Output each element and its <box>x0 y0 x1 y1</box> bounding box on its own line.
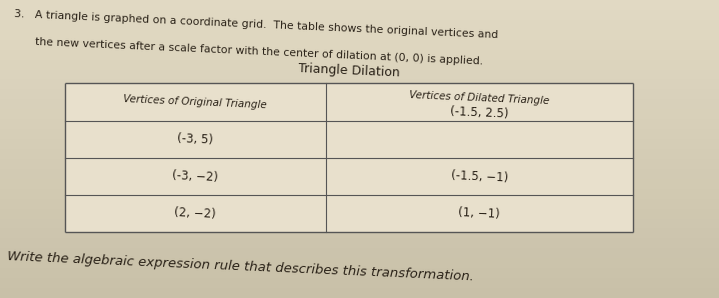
Bar <box>0 149 719 159</box>
Bar <box>0 218 719 229</box>
Text: Vertices of Dilated Triangle: Vertices of Dilated Triangle <box>409 89 549 106</box>
Bar <box>0 139 719 149</box>
Bar <box>0 258 719 268</box>
Bar <box>0 169 719 179</box>
Bar <box>0 209 719 218</box>
Text: the new vertices after a scale factor with the center of dilation at (0, 0) is a: the new vertices after a scale factor wi… <box>14 36 483 66</box>
Text: (1, −1): (1, −1) <box>458 207 500 221</box>
Text: Write the algebraic expression rule that describes this transformation.: Write the algebraic expression rule that… <box>6 250 474 284</box>
Text: (-1.5, 2.5): (-1.5, 2.5) <box>450 105 509 120</box>
Text: Triangle Dilation: Triangle Dilation <box>298 62 400 80</box>
Text: (-3, 5): (-3, 5) <box>177 132 214 147</box>
Text: (-3, −2): (-3, −2) <box>172 169 219 184</box>
Bar <box>0 60 719 69</box>
Bar <box>0 40 719 50</box>
Bar <box>0 99 719 109</box>
Bar <box>0 50 719 60</box>
Bar <box>0 288 719 298</box>
Bar <box>0 69 719 80</box>
Bar <box>0 129 719 139</box>
Bar <box>0 20 719 30</box>
Bar <box>0 89 719 99</box>
Bar <box>0 159 719 169</box>
Text: (2, −2): (2, −2) <box>174 207 216 221</box>
Bar <box>0 119 719 129</box>
Bar <box>0 30 719 40</box>
Text: (-1.5, −1): (-1.5, −1) <box>451 169 508 184</box>
Bar <box>0 229 719 238</box>
Bar <box>0 189 719 199</box>
Text: Vertices of Original Triangle: Vertices of Original Triangle <box>124 94 267 110</box>
Bar <box>0 10 719 20</box>
Bar <box>0 238 719 248</box>
Bar <box>0 0 719 10</box>
Bar <box>0 268 719 278</box>
Bar <box>0 109 719 119</box>
Bar <box>0 248 719 258</box>
Text: 3.   A triangle is graphed on a coordinate grid.  The table shows the original v: 3. A triangle is graphed on a coordinate… <box>14 9 498 40</box>
Bar <box>0 199 719 209</box>
Bar <box>0 80 719 89</box>
Bar <box>0 179 719 189</box>
Bar <box>0 278 719 288</box>
